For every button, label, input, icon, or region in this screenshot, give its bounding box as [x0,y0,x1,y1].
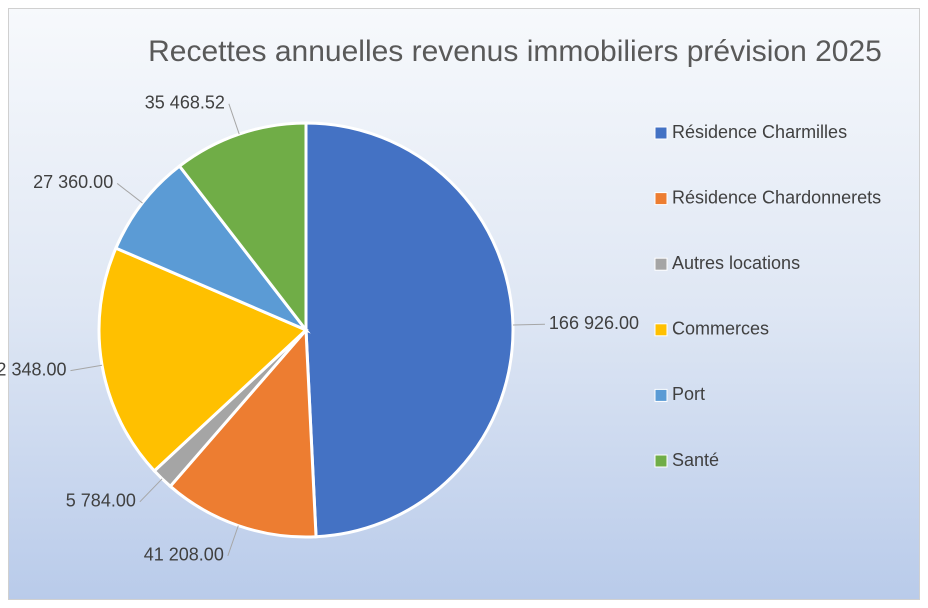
data-label: 35 468.52 [145,93,225,113]
legend-label: Résidence Charmilles [672,122,847,142]
leader-line [228,103,240,135]
pie-slice [177,121,308,335]
legend-swatch [654,323,668,337]
leader-line [139,478,163,503]
pie-slice [304,121,515,539]
legend-swatch [654,454,668,468]
leader-line [512,323,545,326]
legend-label: Résidence Chardonnerets [672,187,881,207]
legend-swatch [654,388,668,402]
data-label: 41 208.00 [144,545,224,565]
legend-label: Santé [672,450,719,470]
data-label: 166 926.00 [549,313,639,333]
legend-label: Commerces [672,319,769,339]
pie-slice [113,164,311,334]
legend-label: Autres locations [672,253,800,273]
legend-swatch [654,257,668,271]
legend-label: Port [672,384,705,404]
legend-swatch [654,192,668,206]
data-label: 62 348.00 [0,359,66,379]
leader-line [227,525,239,557]
chart-title: Recettes annuelles revenus immobiliers p… [148,35,882,68]
legend-swatch [654,126,668,140]
leader-line [116,183,143,204]
leader-line [70,364,103,372]
data-label: 27 360.00 [33,172,113,192]
data-label: 5 784.00 [66,491,136,511]
